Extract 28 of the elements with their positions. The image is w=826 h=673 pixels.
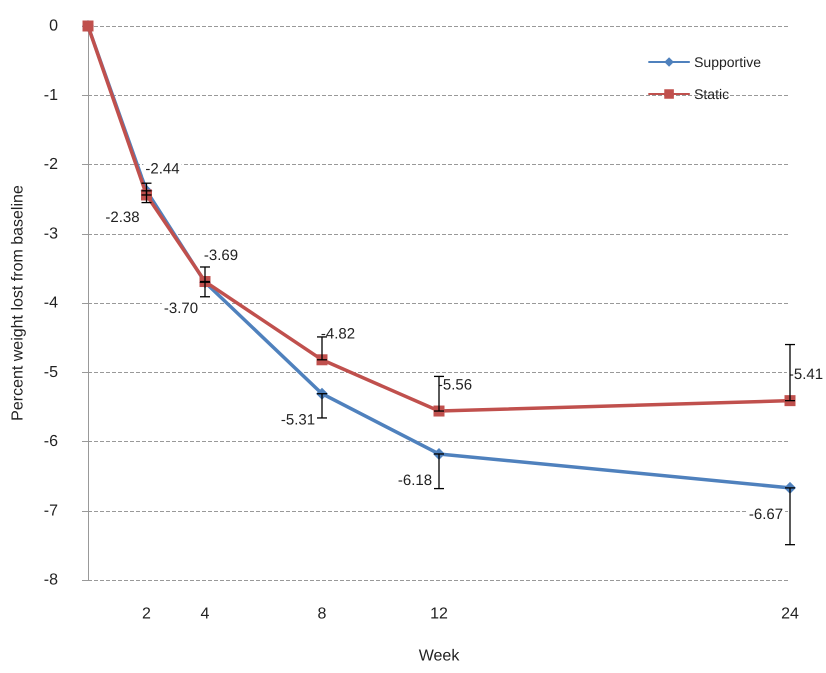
legend-label: Static [694,86,730,102]
y-tick-label: 0 [49,18,58,34]
data-label: -6.18 [398,472,432,489]
x-tick-label: 4 [200,606,210,622]
data-label: -5.41 [788,366,824,384]
y-axis-title: Percent weight lost from baseline [10,185,26,421]
x-tick-label: 24 [781,606,799,622]
y-tick-label: -1 [44,86,58,104]
data-label: -4.82 [320,325,356,342]
data-label: -5.31 [280,412,316,429]
x-axis-title: Week [418,648,460,664]
data-label: -3.70 [164,300,198,318]
data-label: -3.69 [204,247,238,264]
data-label: -5.56 [438,376,472,394]
x-tick-label: 8 [318,606,327,622]
y-tick-label: -3 [44,225,58,242]
x-tick-label: 2 [142,606,152,622]
data-label: -6.67 [748,506,784,523]
x-tick-label: 12 [430,606,448,622]
y-tick-label: -7 [44,502,58,520]
y-tick-label: -5 [44,364,58,381]
data-label: -2.44 [145,160,180,178]
y-tick-label: -8 [44,572,58,588]
data-label: -2.38 [105,208,140,226]
y-tick-label: -2 [44,156,58,173]
y-tick-label: -4 [44,294,58,312]
y-tick-label: -6 [44,433,58,450]
legend-label: Supportive [694,54,762,70]
